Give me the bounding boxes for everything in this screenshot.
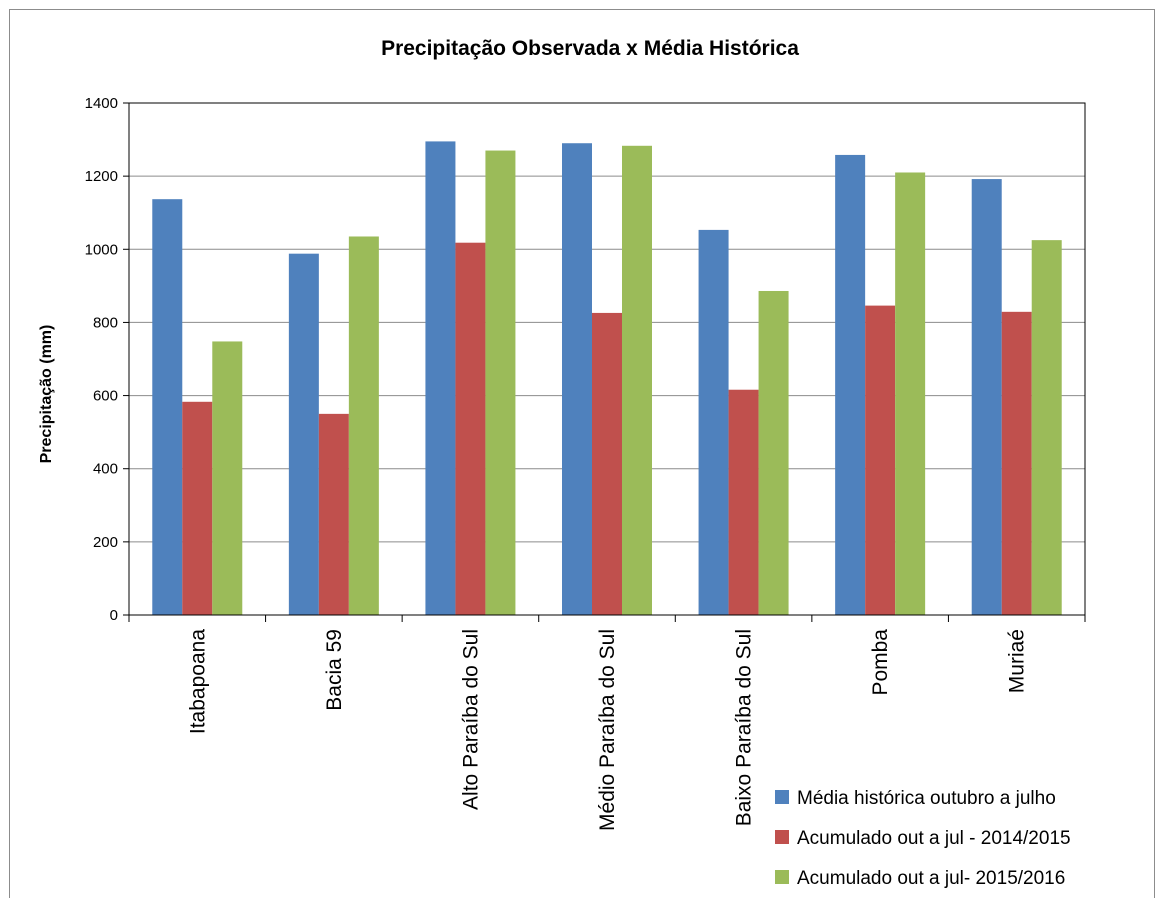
bar-1 bbox=[835, 154, 866, 615]
x-tick-label: Pomba bbox=[869, 629, 892, 696]
bar-2 bbox=[318, 413, 349, 615]
bar-1 bbox=[152, 199, 183, 615]
bars bbox=[152, 141, 1062, 616]
y-tick-label: 1400 bbox=[85, 95, 118, 112]
legend-label: Acumulado out a jul- 2015/2016 bbox=[797, 868, 1065, 889]
bar-3 bbox=[485, 150, 516, 616]
bar-3 bbox=[622, 145, 652, 615]
x-tick-label: Muriaé bbox=[1006, 629, 1029, 693]
bar-1 bbox=[562, 143, 592, 615]
y-tick-label: 1200 bbox=[85, 168, 118, 185]
bar-1 bbox=[971, 179, 1002, 615]
bar-3 bbox=[348, 236, 379, 615]
y-tick-labels: 0 200 400 600 800 1000 1200 1400 bbox=[85, 95, 118, 624]
bar-2 bbox=[592, 312, 622, 615]
y-tick-label: 800 bbox=[93, 314, 118, 331]
bar-3 bbox=[758, 290, 789, 615]
x-tick-label: Itabapoana bbox=[186, 629, 209, 734]
y-tick-label: 200 bbox=[93, 534, 118, 551]
axes bbox=[128, 102, 1086, 622]
bar-3 bbox=[212, 341, 243, 615]
bar-1 bbox=[425, 141, 456, 615]
x-tick-label: Médio Paraíba do Sul bbox=[596, 629, 619, 831]
y-tick-label: 400 bbox=[93, 461, 118, 478]
legend: Média histórica outubro a julho Acumulado… bbox=[775, 788, 1071, 889]
y-axis-label: Precipitação (mm) bbox=[38, 325, 55, 464]
bar-1 bbox=[288, 253, 319, 615]
bar-2 bbox=[728, 389, 759, 615]
x-tick-labels: Itabapoana Bacia 59 Alto Paraíba do Sul Méd… bbox=[186, 629, 1028, 831]
bar-3 bbox=[1031, 240, 1062, 615]
bar-2 bbox=[455, 242, 486, 615]
legend-swatch bbox=[775, 790, 789, 804]
legend-swatch bbox=[775, 870, 789, 884]
y-tick-label: 600 bbox=[93, 388, 118, 405]
x-tick-label: Alto Paraíba do Sul bbox=[459, 629, 482, 810]
chart-title: Precipitação Observada x Média Histórica bbox=[381, 37, 799, 60]
x-tick-label: Baixo Paraíba do Sul bbox=[733, 629, 756, 826]
x-tick-label: Bacia 59 bbox=[323, 629, 346, 711]
bar-2 bbox=[182, 401, 213, 615]
bar-2 bbox=[1001, 311, 1032, 615]
plot-area-border bbox=[128, 102, 1086, 616]
bar-3 bbox=[895, 172, 926, 615]
y-tick-label: 1000 bbox=[85, 241, 118, 258]
legend-swatch bbox=[775, 830, 789, 844]
y-tick-label: 0 bbox=[110, 607, 118, 624]
bar-1 bbox=[698, 229, 729, 615]
legend-label: Acumulado out a jul - 2014/2015 bbox=[797, 828, 1071, 849]
legend-label: Média histórica outubro a julho bbox=[797, 788, 1056, 809]
bar-2 bbox=[865, 305, 896, 615]
